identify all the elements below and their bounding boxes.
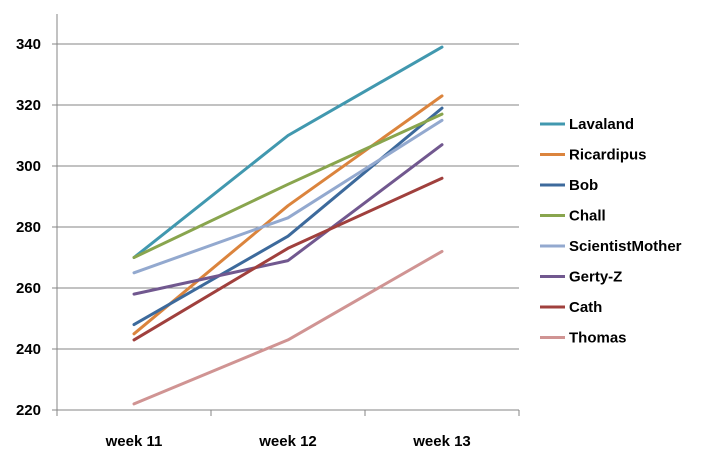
series-line-chall: [132, 112, 444, 259]
y-tick-label: 220: [16, 402, 41, 419]
y-tick-label: 260: [16, 280, 41, 297]
legend-label: Lavaland: [569, 116, 634, 133]
axes: [56, 14, 519, 411]
legend-label: Thomas: [569, 330, 627, 347]
legend-label: ScientistMother: [569, 238, 682, 255]
y-axis-ticks: 220 240 260 280 300 320 340: [16, 36, 57, 419]
legend-label: Gerty-Z: [569, 269, 622, 286]
x-tick-label: week 11: [105, 433, 163, 450]
legend: Lavaland Ricardipus Bob Chall ScientistMothe…: [540, 116, 682, 347]
y-tick-label: 340: [16, 36, 41, 53]
series-line-gerty-z: [132, 143, 444, 296]
series-line-cath: [132, 176, 444, 342]
y-tick-label: 280: [16, 219, 41, 236]
legend-label: Ricardipus: [569, 147, 647, 164]
series-line-scientistmother: [132, 118, 444, 275]
x-axis-ticks: week 11 week 12 week 13: [56, 410, 520, 450]
legend-label: Chall: [569, 208, 606, 225]
series-line-thomas: [132, 249, 444, 406]
y-tick-label: 320: [16, 97, 41, 114]
gridlines: [57, 43, 519, 350]
y-tick-label: 300: [16, 158, 41, 175]
y-tick-label: 240: [16, 341, 41, 358]
legend-label: Cath: [569, 299, 602, 316]
series-line-bob: [132, 106, 444, 327]
series-lines: [132, 45, 444, 406]
series-line-ricardipus: [132, 94, 444, 336]
x-tick-label: week 12: [258, 433, 317, 450]
x-tick-label: week 13: [412, 433, 471, 450]
series-line-lavaland: [132, 45, 444, 259]
legend-label: Bob: [569, 177, 598, 194]
